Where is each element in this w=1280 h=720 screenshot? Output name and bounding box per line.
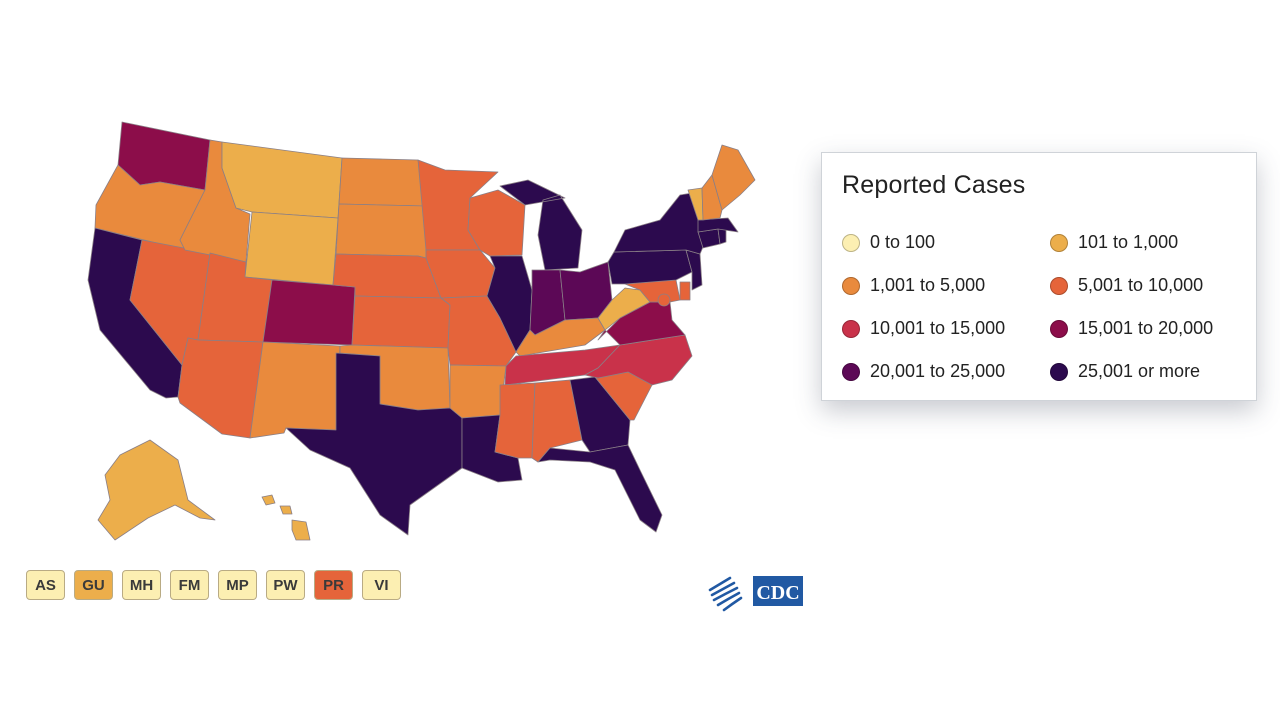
legend-label: 5,001 to 10,000: [1078, 275, 1204, 295]
legend-item: 101 to 1,000: [1050, 232, 1178, 253]
state-AZ[interactable]: [177, 337, 264, 439]
territory-button-pr[interactable]: PR: [314, 570, 353, 600]
territory-button-pw[interactable]: PW: [266, 570, 305, 600]
legend-item: 15,001 to 20,000: [1050, 318, 1213, 339]
state-MT[interactable]: [221, 141, 343, 219]
legend-label: 1,001 to 5,000: [870, 275, 986, 295]
legend-label: 25,001 or more: [1078, 361, 1201, 381]
territory-button-mh[interactable]: MH: [122, 570, 161, 600]
legend-label: 101 to 1,000: [1078, 232, 1179, 252]
state-WI[interactable]: [467, 189, 526, 257]
legend-swatch: [842, 362, 860, 381]
legend-label: 20,001 to 25,000: [870, 361, 1006, 381]
territory-button-mp[interactable]: MP: [218, 570, 257, 600]
state-MA[interactable]: [697, 217, 739, 233]
state-MI[interactable]: [499, 179, 583, 271]
legend-swatch: [1050, 233, 1068, 252]
legend-title: Reported Cases: [842, 171, 1026, 199]
cdc-wordmark: CDC: [753, 576, 803, 606]
legend-swatch: [842, 276, 860, 295]
territory-buttons: AS GU MH FM MP PW PR VI: [26, 570, 401, 600]
legend-item: 5,001 to 10,000: [1050, 275, 1203, 296]
state-SD[interactable]: [335, 203, 427, 259]
legend-swatch: [842, 319, 860, 338]
territory-button-gu[interactable]: GU: [74, 570, 113, 600]
state-WY[interactable]: [244, 211, 339, 286]
legend-label: 10,001 to 15,000: [870, 318, 1006, 338]
state-FL[interactable]: [537, 444, 663, 533]
state-MS[interactable]: [494, 382, 536, 459]
cdc-logo: CDC: [708, 576, 803, 612]
state-DC[interactable]: [657, 293, 671, 307]
state-AR[interactable]: [449, 364, 507, 419]
territory-button-fm[interactable]: FM: [170, 570, 209, 600]
legend-label: 15,001 to 20,000: [1078, 318, 1214, 338]
state-HI[interactable]: [261, 494, 311, 541]
legend-item: 20,001 to 25,000: [842, 361, 1005, 382]
legend-item: 0 to 100: [842, 232, 935, 253]
state-TX[interactable]: [285, 352, 463, 536]
state-CO[interactable]: [262, 279, 356, 346]
legend-item: 1,001 to 5,000: [842, 275, 985, 296]
legend-swatch: [842, 233, 860, 252]
legend-swatch: [1050, 276, 1068, 295]
legend-item: 25,001 or more: [1050, 361, 1200, 382]
legend-label: 0 to 100: [870, 232, 936, 252]
state-NC[interactable]: [584, 334, 693, 386]
legend-swatch: [1050, 362, 1068, 381]
hhs-eagle-icon: [708, 576, 743, 612]
state-AK[interactable]: [97, 439, 216, 541]
territory-button-as[interactable]: AS: [26, 570, 65, 600]
state-ND[interactable]: [338, 157, 427, 207]
state-DE[interactable]: [679, 281, 691, 301]
state-PA[interactable]: [607, 249, 693, 285]
state-ME[interactable]: [711, 144, 756, 211]
legend-swatch: [1050, 319, 1068, 338]
state-NH[interactable]: [701, 174, 723, 221]
legend-item: 10,001 to 15,000: [842, 318, 1005, 339]
state-KS[interactable]: [351, 295, 451, 349]
state-NM[interactable]: [249, 341, 341, 439]
legend: Reported Cases 0 to 100 101 to 1,000 1,0…: [821, 152, 1257, 401]
territory-button-vi[interactable]: VI: [362, 570, 401, 600]
svg-text:CDC: CDC: [756, 582, 799, 604]
